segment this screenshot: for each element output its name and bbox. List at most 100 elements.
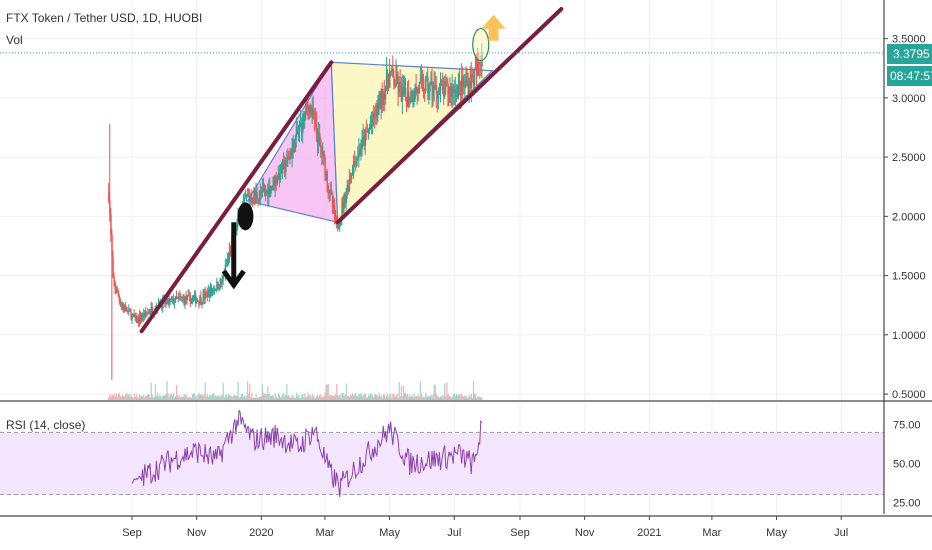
candle-body — [339, 222, 341, 227]
candle-body — [450, 86, 452, 97]
rsi-pane — [0, 400, 932, 498]
volume-bar — [256, 397, 258, 400]
volume-bar — [332, 395, 335, 400]
candle-body — [402, 87, 405, 95]
candle-body — [350, 174, 353, 180]
volume-bar — [416, 396, 418, 400]
candle-body — [414, 86, 416, 100]
candle-body — [307, 106, 309, 109]
rsi-tick-label: 50.00 — [893, 458, 921, 470]
candle-body — [408, 91, 410, 102]
volume-bar — [255, 394, 257, 400]
volume-bar — [164, 395, 166, 400]
candle-body — [295, 128, 298, 138]
volume-bar — [473, 393, 476, 400]
candle-body — [389, 72, 391, 88]
candle-body — [323, 150, 325, 158]
volume-bar — [343, 395, 345, 400]
volume-bar — [292, 396, 294, 400]
candle-body — [182, 298, 184, 300]
volume-bar — [195, 395, 197, 400]
candle-body — [212, 289, 214, 292]
candle-body — [354, 161, 356, 163]
volume-bar — [358, 393, 360, 400]
price-tick-label: 2.5000 — [892, 152, 926, 164]
candle-body — [360, 149, 362, 154]
candle-body — [383, 93, 386, 100]
candle-body — [272, 177, 274, 186]
volume-bar — [172, 393, 175, 400]
volume-bar — [336, 383, 338, 400]
volume-bar — [229, 394, 231, 400]
volume-bar — [437, 396, 440, 400]
candle-body — [391, 68, 393, 71]
volume-bar — [430, 394, 432, 400]
candle-body — [304, 111, 306, 122]
volume-bar — [221, 394, 223, 400]
rsi-tick-label: 25.00 — [893, 497, 921, 509]
candle-body — [135, 315, 138, 323]
volume-bar — [312, 395, 314, 400]
candle-body — [131, 314, 133, 320]
candle-body — [230, 250, 232, 253]
volume-bar — [180, 397, 182, 400]
volume-bar — [209, 395, 212, 400]
volume-bar — [220, 395, 222, 400]
volume-bar — [403, 393, 406, 400]
volume-bar — [227, 394, 230, 400]
candle-body — [394, 85, 396, 87]
volume-bar — [268, 393, 270, 400]
candle-body — [142, 314, 144, 318]
volume-bar — [464, 395, 466, 400]
volume-bar — [170, 393, 172, 400]
volume-bar — [179, 395, 181, 400]
volume-bar — [169, 393, 171, 400]
candle-body — [460, 82, 462, 96]
candle-body — [144, 310, 146, 317]
volume-bar — [398, 382, 400, 400]
volume-bar — [187, 397, 189, 400]
candle-body — [267, 189, 269, 198]
volume-bar — [243, 395, 246, 400]
volume-bar — [258, 396, 260, 400]
candle-body — [428, 91, 430, 93]
volume-bar — [261, 384, 264, 400]
candle-body — [214, 289, 216, 292]
volume-bar — [385, 395, 388, 400]
volume-bar — [466, 397, 468, 400]
candle-body — [437, 90, 440, 100]
volume-bar — [293, 397, 295, 400]
volume-bar — [405, 393, 407, 400]
volume-bar — [151, 394, 153, 400]
candle-body — [346, 184, 349, 194]
volume-bar — [167, 393, 169, 400]
volume-bar — [219, 397, 221, 400]
candle-body — [438, 90, 441, 92]
candle-body — [347, 184, 350, 191]
grid-lines — [0, 0, 884, 514]
candle-body — [108, 192, 110, 201]
candle-body — [435, 85, 438, 95]
volume-bar — [114, 396, 116, 400]
up-arrow-marker — [481, 14, 506, 41]
volume-bar — [198, 393, 200, 400]
candle-body — [173, 301, 176, 304]
volume-bar — [327, 383, 329, 400]
volume-bar — [449, 396, 451, 400]
volume-bar — [315, 396, 318, 400]
candle-body — [227, 256, 230, 261]
candle-body — [184, 296, 186, 304]
candle-body — [343, 194, 345, 209]
volume-bar — [146, 395, 148, 400]
volume-bar — [236, 395, 238, 400]
volume-bar — [468, 394, 470, 400]
candle-body — [262, 187, 265, 190]
candle-body — [253, 191, 255, 203]
volume-bar — [133, 393, 135, 400]
candle-body — [372, 112, 374, 124]
volume-bar — [338, 395, 340, 400]
volume-bar — [341, 393, 343, 400]
candle-body — [445, 81, 447, 83]
volume-bar — [432, 394, 434, 400]
